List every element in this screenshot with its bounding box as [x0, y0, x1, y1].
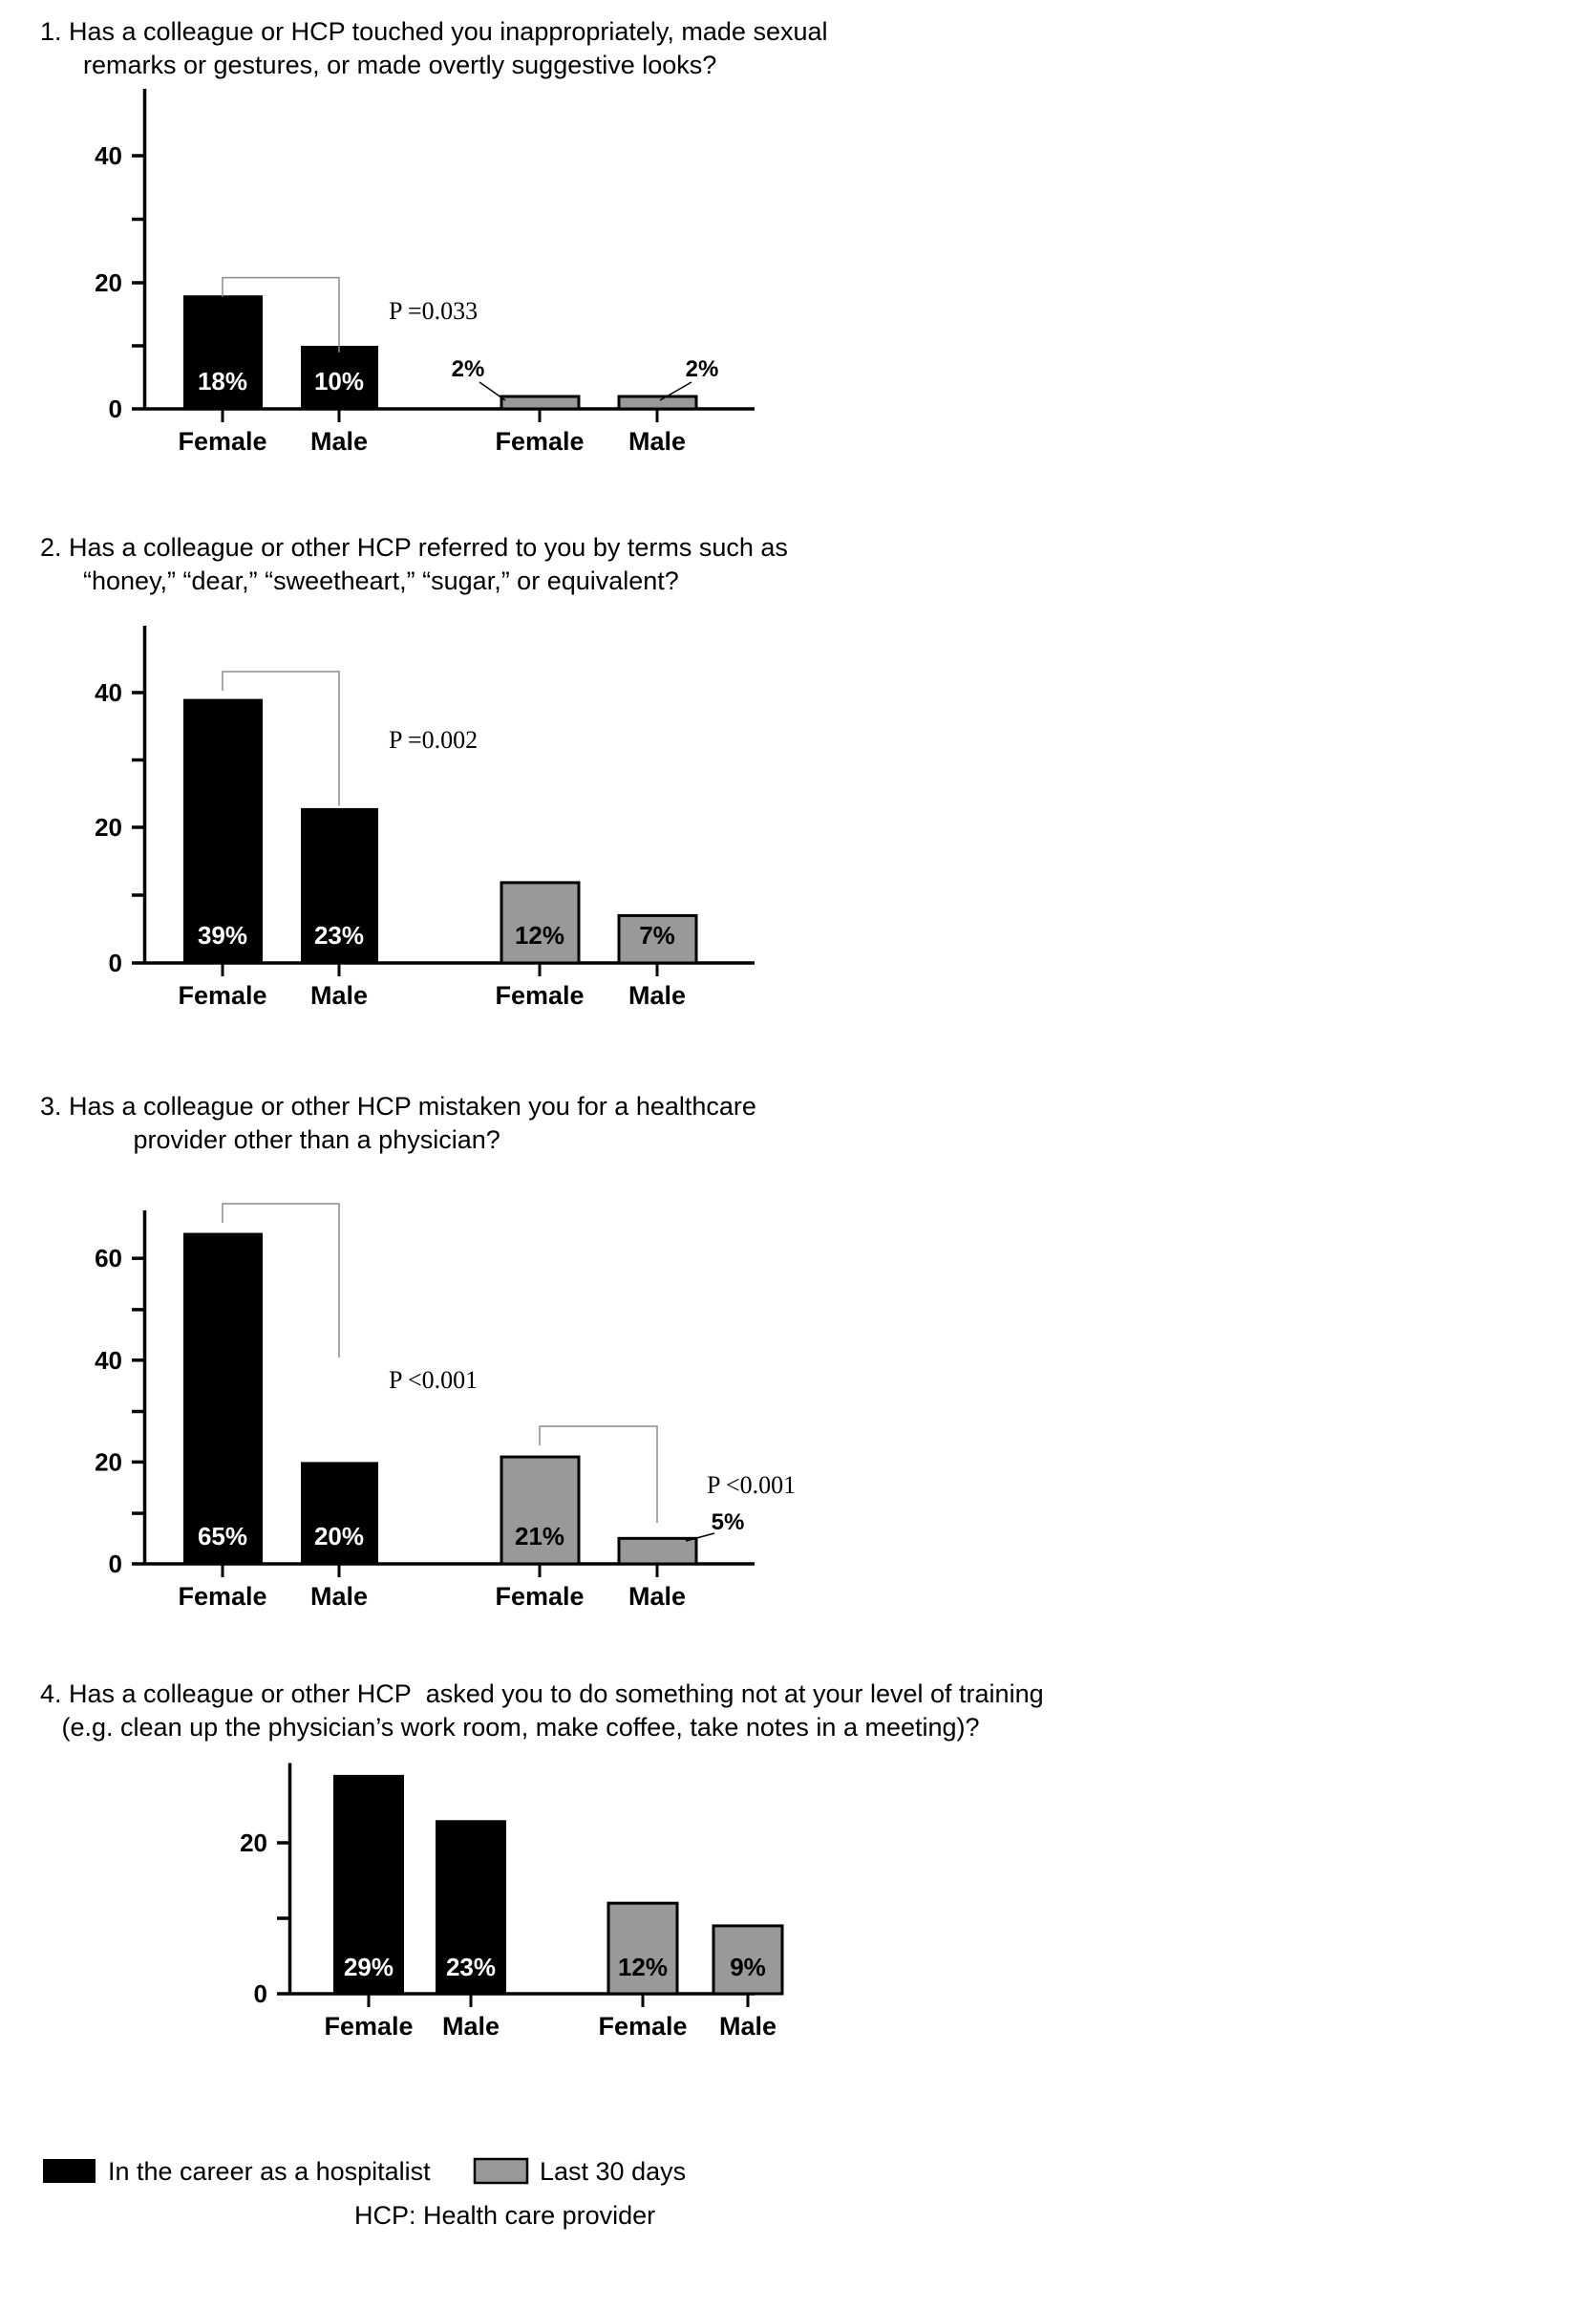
- svg-text:Female: Female: [178, 427, 266, 456]
- svg-text:Male: Male: [628, 981, 686, 1010]
- svg-text:40: 40: [95, 141, 122, 170]
- svg-text:10%: 10%: [314, 367, 364, 396]
- svg-text:Male: Male: [628, 1582, 686, 1611]
- svg-text:20: 20: [95, 268, 122, 297]
- svg-text:20: 20: [240, 1828, 267, 1857]
- svg-text:Female: Female: [495, 1582, 584, 1611]
- svg-text:0: 0: [109, 1550, 122, 1578]
- svg-text:40: 40: [95, 1346, 122, 1375]
- svg-text:Female: Female: [495, 427, 584, 456]
- svg-text:21%: 21%: [515, 1522, 564, 1550]
- svg-text:39%: 39%: [198, 921, 247, 950]
- svg-text:Last 30 days: Last 30 days: [540, 2157, 686, 2186]
- svg-text:23%: 23%: [314, 921, 364, 950]
- svg-text:Male: Male: [310, 1582, 368, 1611]
- svg-text:Female: Female: [178, 1582, 266, 1611]
- svg-text:65%: 65%: [198, 1522, 247, 1550]
- svg-text:Female: Female: [598, 2012, 687, 2041]
- svg-text:2%: 2%: [452, 356, 485, 382]
- svg-text:Female: Female: [324, 2012, 413, 2041]
- svg-text:Male: Male: [442, 2012, 500, 2041]
- svg-text:29%: 29%: [344, 1953, 394, 1981]
- svg-text:9%: 9%: [730, 1953, 766, 1981]
- svg-text:2%: 2%: [686, 356, 719, 382]
- svg-text:12%: 12%: [618, 1953, 668, 1981]
- svg-text:12%: 12%: [515, 921, 564, 950]
- svg-text:Male: Male: [310, 981, 368, 1010]
- svg-text:20: 20: [95, 813, 122, 842]
- svg-text:0: 0: [109, 395, 122, 423]
- svg-text:0: 0: [254, 1979, 267, 2008]
- svg-text:60: 60: [95, 1244, 122, 1272]
- svg-text:Female: Female: [495, 981, 584, 1010]
- svg-text:P =0.002: P =0.002: [389, 726, 478, 754]
- svg-text:In the career as a hospitalist: In the career as a hospitalist: [108, 2157, 431, 2186]
- svg-text:P =0.033: P =0.033: [389, 297, 478, 325]
- svg-text:0: 0: [109, 949, 122, 977]
- svg-text:HCP: Health care provider: HCP: Health care provider: [354, 2201, 655, 2230]
- svg-text:Female: Female: [178, 981, 266, 1010]
- svg-text:23%: 23%: [446, 1953, 496, 1981]
- svg-text:P <0.001: P <0.001: [389, 1366, 478, 1394]
- svg-text:20: 20: [95, 1447, 122, 1476]
- svg-text:Male: Male: [628, 427, 686, 456]
- svg-text:5%: 5%: [712, 1509, 745, 1535]
- svg-text:P <0.001: P <0.001: [707, 1471, 796, 1499]
- svg-text:18%: 18%: [198, 367, 247, 396]
- svg-text:Male: Male: [719, 2012, 777, 2041]
- svg-text:Male: Male: [310, 427, 368, 456]
- svg-text:7%: 7%: [639, 921, 675, 950]
- svg-text:20%: 20%: [314, 1522, 364, 1550]
- svg-text:40: 40: [95, 678, 122, 707]
